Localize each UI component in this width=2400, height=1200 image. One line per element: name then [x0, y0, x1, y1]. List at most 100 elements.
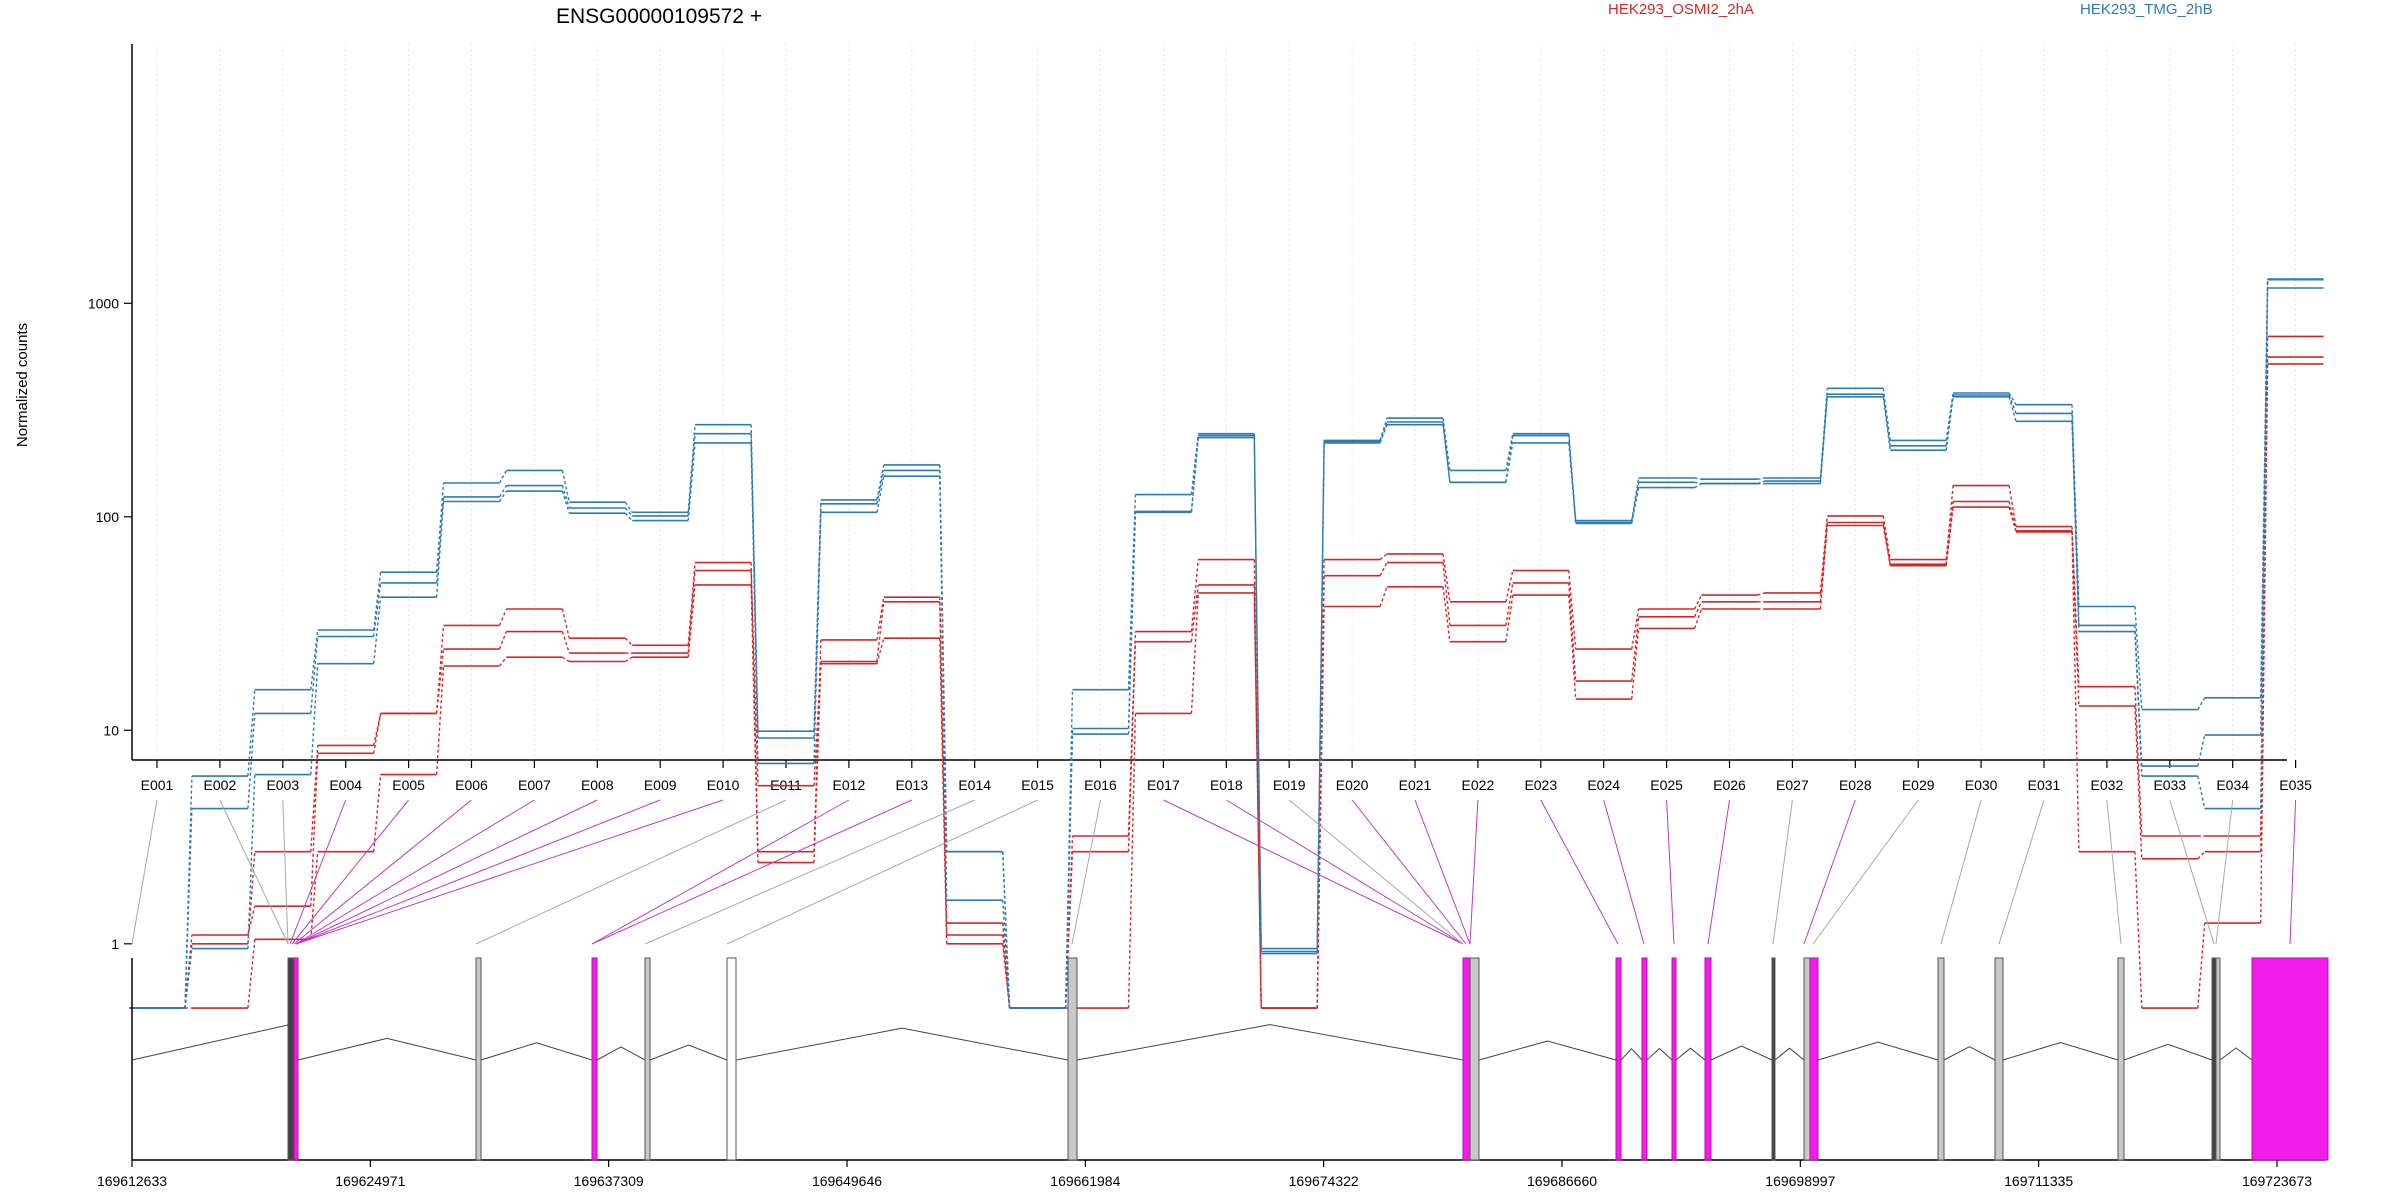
intron-line [2219, 1047, 2253, 1061]
exon-connector [1812, 799, 1919, 945]
intron-line [596, 1046, 646, 1061]
series-connector-line [185, 363, 2269, 1009]
gene-tick-label: 169637309 [574, 1173, 644, 1189]
x-tick-label: E017 [1147, 777, 1180, 793]
series-line [129, 287, 2324, 1009]
x-tick-label: E035 [2279, 777, 2312, 793]
exon-connector [591, 799, 850, 945]
exon-connector [2215, 799, 2234, 945]
gene-tick-label: 169624971 [335, 1173, 405, 1189]
exon-block [1809, 957, 1819, 1161]
exon-connector [1226, 799, 1464, 945]
y-tick-label: 10 [103, 722, 119, 738]
exon-block [1994, 957, 2004, 1161]
x-tick-label: E015 [1021, 777, 1054, 793]
exon-block [1771, 957, 1776, 1161]
exon-connector [293, 799, 472, 945]
x-tick-label: E004 [329, 777, 362, 793]
series-connector-line [184, 278, 2269, 1009]
exon-connector [591, 799, 913, 945]
gene-tick-label: 169698997 [1765, 1173, 1835, 1189]
exon-connector [1707, 799, 1730, 945]
exon-block [2117, 957, 2125, 1161]
x-tick-label: E033 [2153, 777, 2186, 793]
x-tick-label: E002 [204, 777, 237, 793]
axes [131, 44, 2287, 761]
grid-lines [156, 44, 2297, 760]
exon-block [1937, 957, 1945, 1161]
intron-line [480, 1042, 593, 1061]
gene-tick-label: 169723673 [2242, 1173, 2312, 1189]
exon-block [591, 957, 598, 1161]
x-tick-label: E030 [1965, 777, 1998, 793]
y-ticks: 1 10 100 1000 [88, 295, 132, 952]
x-tick-label: E016 [1084, 777, 1117, 793]
chart-title: ENSG00000109572 + [556, 5, 762, 28]
y-tick-label: 100 [96, 509, 120, 525]
x-tick-label: E001 [141, 777, 174, 793]
exon-connector [726, 799, 1038, 945]
x-ticks: E001 E002 E003 E004 E005 E006 E007 E008 E009 E010… [141, 760, 2312, 793]
exon-block [1641, 957, 1648, 1161]
series-connector-line [184, 279, 2269, 1009]
x-tick-label: E029 [1902, 777, 1935, 793]
exon-block [1469, 957, 1480, 1161]
exon-connector [1998, 799, 2045, 945]
intron-line [1478, 1040, 1617, 1061]
exon-connector [2169, 799, 2215, 945]
exon-block [726, 957, 737, 1161]
exon-connector [1940, 799, 1982, 945]
exon-connector [295, 799, 598, 945]
series-connector-line [184, 287, 2269, 1009]
intron-line [1076, 1024, 1464, 1061]
exon-block [1704, 957, 1712, 1161]
x-tick-label: E022 [1462, 777, 1495, 793]
x-tick-label: E023 [1524, 777, 1557, 793]
exon-connector [289, 799, 347, 945]
x-tick-label: E027 [1776, 777, 1809, 793]
x-tick-label: E012 [833, 777, 866, 793]
exon-block [1067, 957, 1078, 1161]
gene-tick-label: 169649646 [812, 1173, 882, 1189]
y-tick-label: 1 [111, 936, 119, 952]
exon-connector [1603, 799, 1645, 945]
y-axis-label: Normalized counts [14, 323, 31, 447]
exon-connector [1803, 799, 1856, 945]
exon-connector [1414, 799, 1471, 945]
exon-connector [475, 799, 787, 945]
x-tick-label: E005 [392, 777, 425, 793]
exon-connector [1163, 799, 1464, 945]
intron-line [649, 1044, 728, 1061]
x-tick-label: E019 [1273, 777, 1306, 793]
intron-line [2002, 1041, 2119, 1061]
x-tick-label: E008 [581, 777, 614, 793]
x-tick-label: E020 [1336, 777, 1369, 793]
exon-block [1803, 957, 1811, 1161]
exon-connector [1772, 799, 1793, 945]
x-tick-label: E028 [1839, 777, 1872, 793]
exon-block [287, 957, 295, 1161]
exon-connector [295, 799, 661, 945]
exon-connector [131, 799, 158, 945]
x-tick-label: E007 [518, 777, 551, 793]
x-tick-label: E032 [2091, 777, 2124, 793]
series-lines [129, 278, 2324, 1009]
exon-block [644, 957, 651, 1161]
x-tick-label: E026 [1713, 777, 1746, 793]
x-tick-label: E010 [707, 777, 740, 793]
gene-model [131, 957, 2329, 1161]
exon-connector [282, 799, 289, 945]
intron-line [1620, 1047, 1643, 1061]
exon-connector [1071, 799, 1101, 945]
exon-block [2215, 957, 2221, 1161]
gene-tick-label: 169661984 [1050, 1173, 1120, 1189]
intron-line [1943, 1046, 1996, 1061]
gene-tick-label: 169711335 [2004, 1173, 2073, 1189]
exon-connector [2106, 799, 2122, 945]
exon-block [1671, 957, 1677, 1161]
x-tick-label: E018 [1210, 777, 1243, 793]
x-tick-label: E024 [1587, 777, 1620, 793]
intron-line [1710, 1045, 1773, 1061]
exon-connectors [131, 799, 2297, 945]
